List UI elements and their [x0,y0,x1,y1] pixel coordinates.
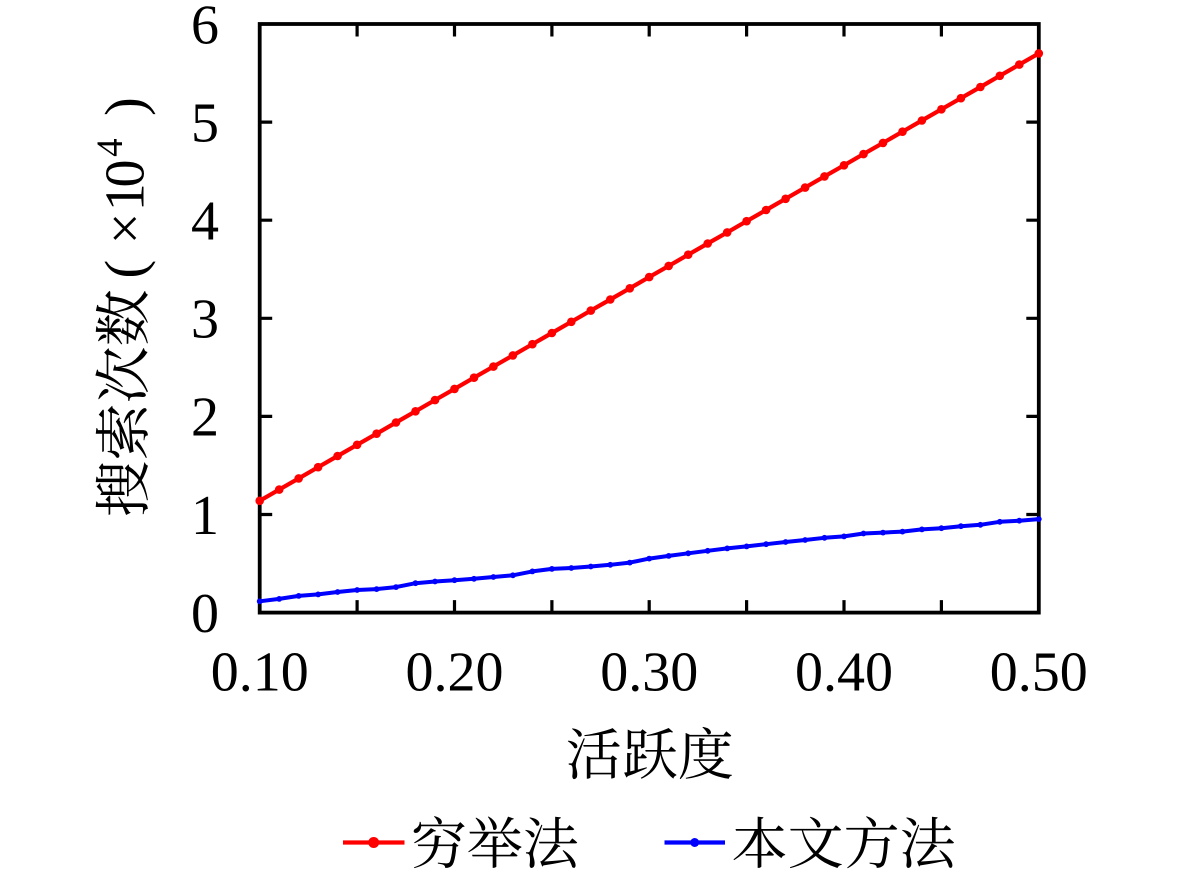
svg-text:×: × [95,213,157,245]
svg-text:0.20: 0.20 [406,642,504,704]
svg-text:(: ( [95,260,157,279]
svg-text:0.30: 0.30 [600,642,698,704]
svg-text:0.40: 0.40 [795,642,893,704]
svg-text:2: 2 [191,387,219,449]
svg-text:0: 0 [191,583,219,645]
svg-text:1: 1 [95,183,157,211]
svg-text:6: 6 [191,0,219,56]
svg-text:4: 4 [90,138,131,157]
svg-text:4: 4 [191,191,219,253]
svg-text:0.50: 0.50 [990,642,1088,704]
svg-text:3: 3 [191,289,219,351]
svg-text:5: 5 [191,92,219,154]
svg-text:0.10: 0.10 [211,642,309,704]
svg-text:0: 0 [95,160,157,188]
svg-text:1: 1 [191,485,219,547]
svg-text:): ) [95,97,157,116]
